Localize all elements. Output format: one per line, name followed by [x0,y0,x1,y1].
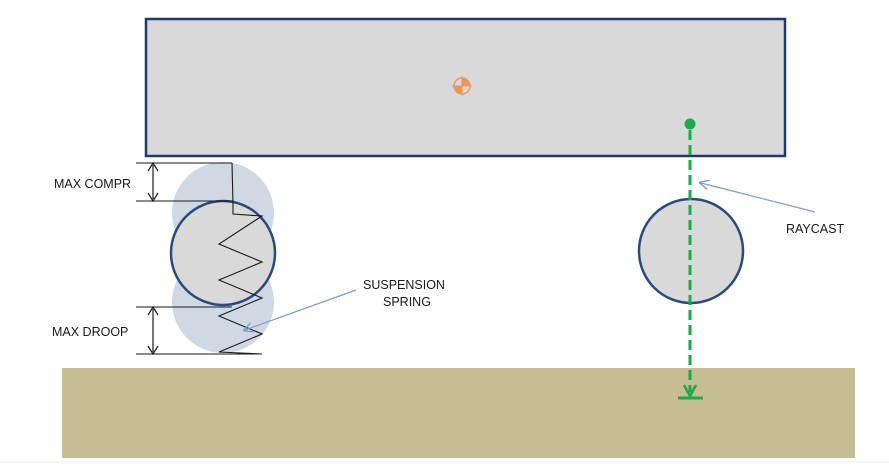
raycast-label: RAYCAST [786,222,844,236]
left-wheel [169,199,277,307]
ground [62,368,855,458]
suspension-spring-label-line2: SPRING [383,295,431,309]
max-compression-label: MAX COMPR [54,177,131,191]
suspension-spring-arrow [245,289,357,330]
suspension-spring [217,162,264,355]
raycast-arrowhead [682,384,698,399]
center-of-mass-icon [452,76,472,96]
vehicle-body [144,17,787,158]
raycast [678,118,703,400]
max-droop-dimension [136,305,262,356]
suspension-spring-label-line1: SUSPENSION [363,278,445,292]
max-droop-label: MAX DROOP [52,325,128,339]
raycast-origin [684,118,696,130]
raycast-arrow [701,183,816,213]
max-compression-dimension [136,161,232,203]
